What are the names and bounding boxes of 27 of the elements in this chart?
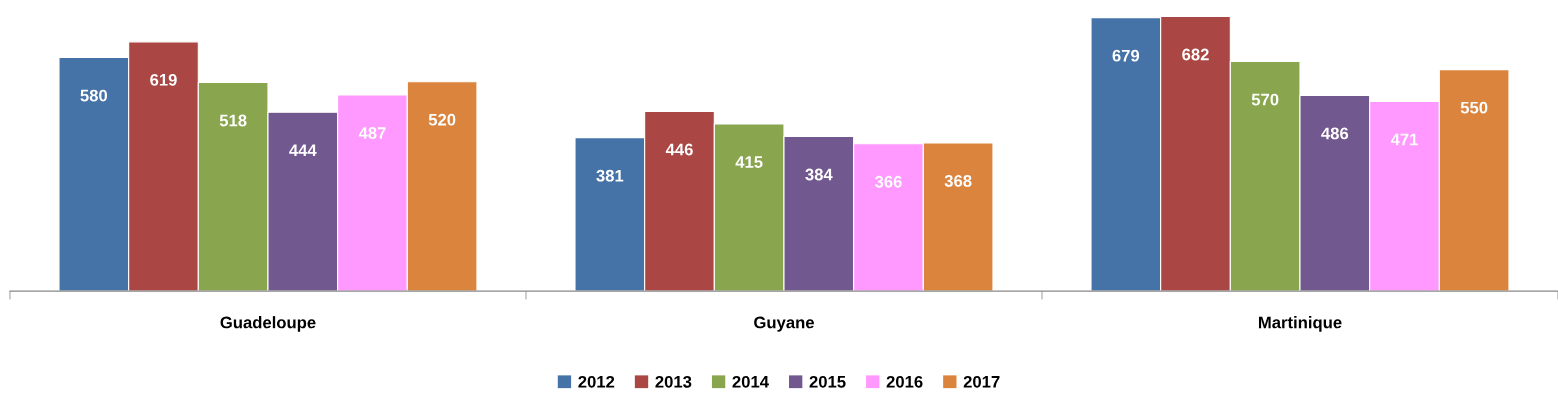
data-label: 366: [874, 175, 902, 188]
legend-label: 2017: [963, 375, 1000, 388]
legend-label: 2015: [809, 375, 846, 388]
x-tick-label: Guadeloupe: [220, 316, 316, 332]
data-label: 415: [735, 156, 763, 168]
data-label: 486: [1321, 127, 1349, 140]
data-label: 679: [1112, 49, 1140, 62]
data-label: 619: [150, 73, 177, 86]
data-label: 384: [805, 168, 833, 181]
data-label: 682: [1182, 48, 1209, 61]
data-label: 550: [1460, 101, 1488, 114]
data-label: 570: [1251, 93, 1279, 106]
data-label: 381: [596, 169, 624, 182]
x-tick-label: Martinique: [1258, 316, 1342, 332]
data-label: 444: [289, 144, 317, 157]
legend-label: 2013: [655, 375, 692, 388]
x-tick-label: Guyane: [754, 316, 814, 332]
data-label: 368: [944, 175, 972, 187]
data-label: 446: [665, 143, 693, 156]
data-label: 520: [428, 113, 456, 126]
data-label: 471: [1390, 133, 1418, 146]
data-label: 518: [219, 114, 247, 127]
legend-label: 2016: [886, 375, 923, 388]
data-label: 580: [80, 89, 108, 102]
legend-label: 2014: [732, 375, 769, 388]
data-label: 487: [358, 127, 386, 139]
legend-label: 2012: [578, 375, 615, 388]
